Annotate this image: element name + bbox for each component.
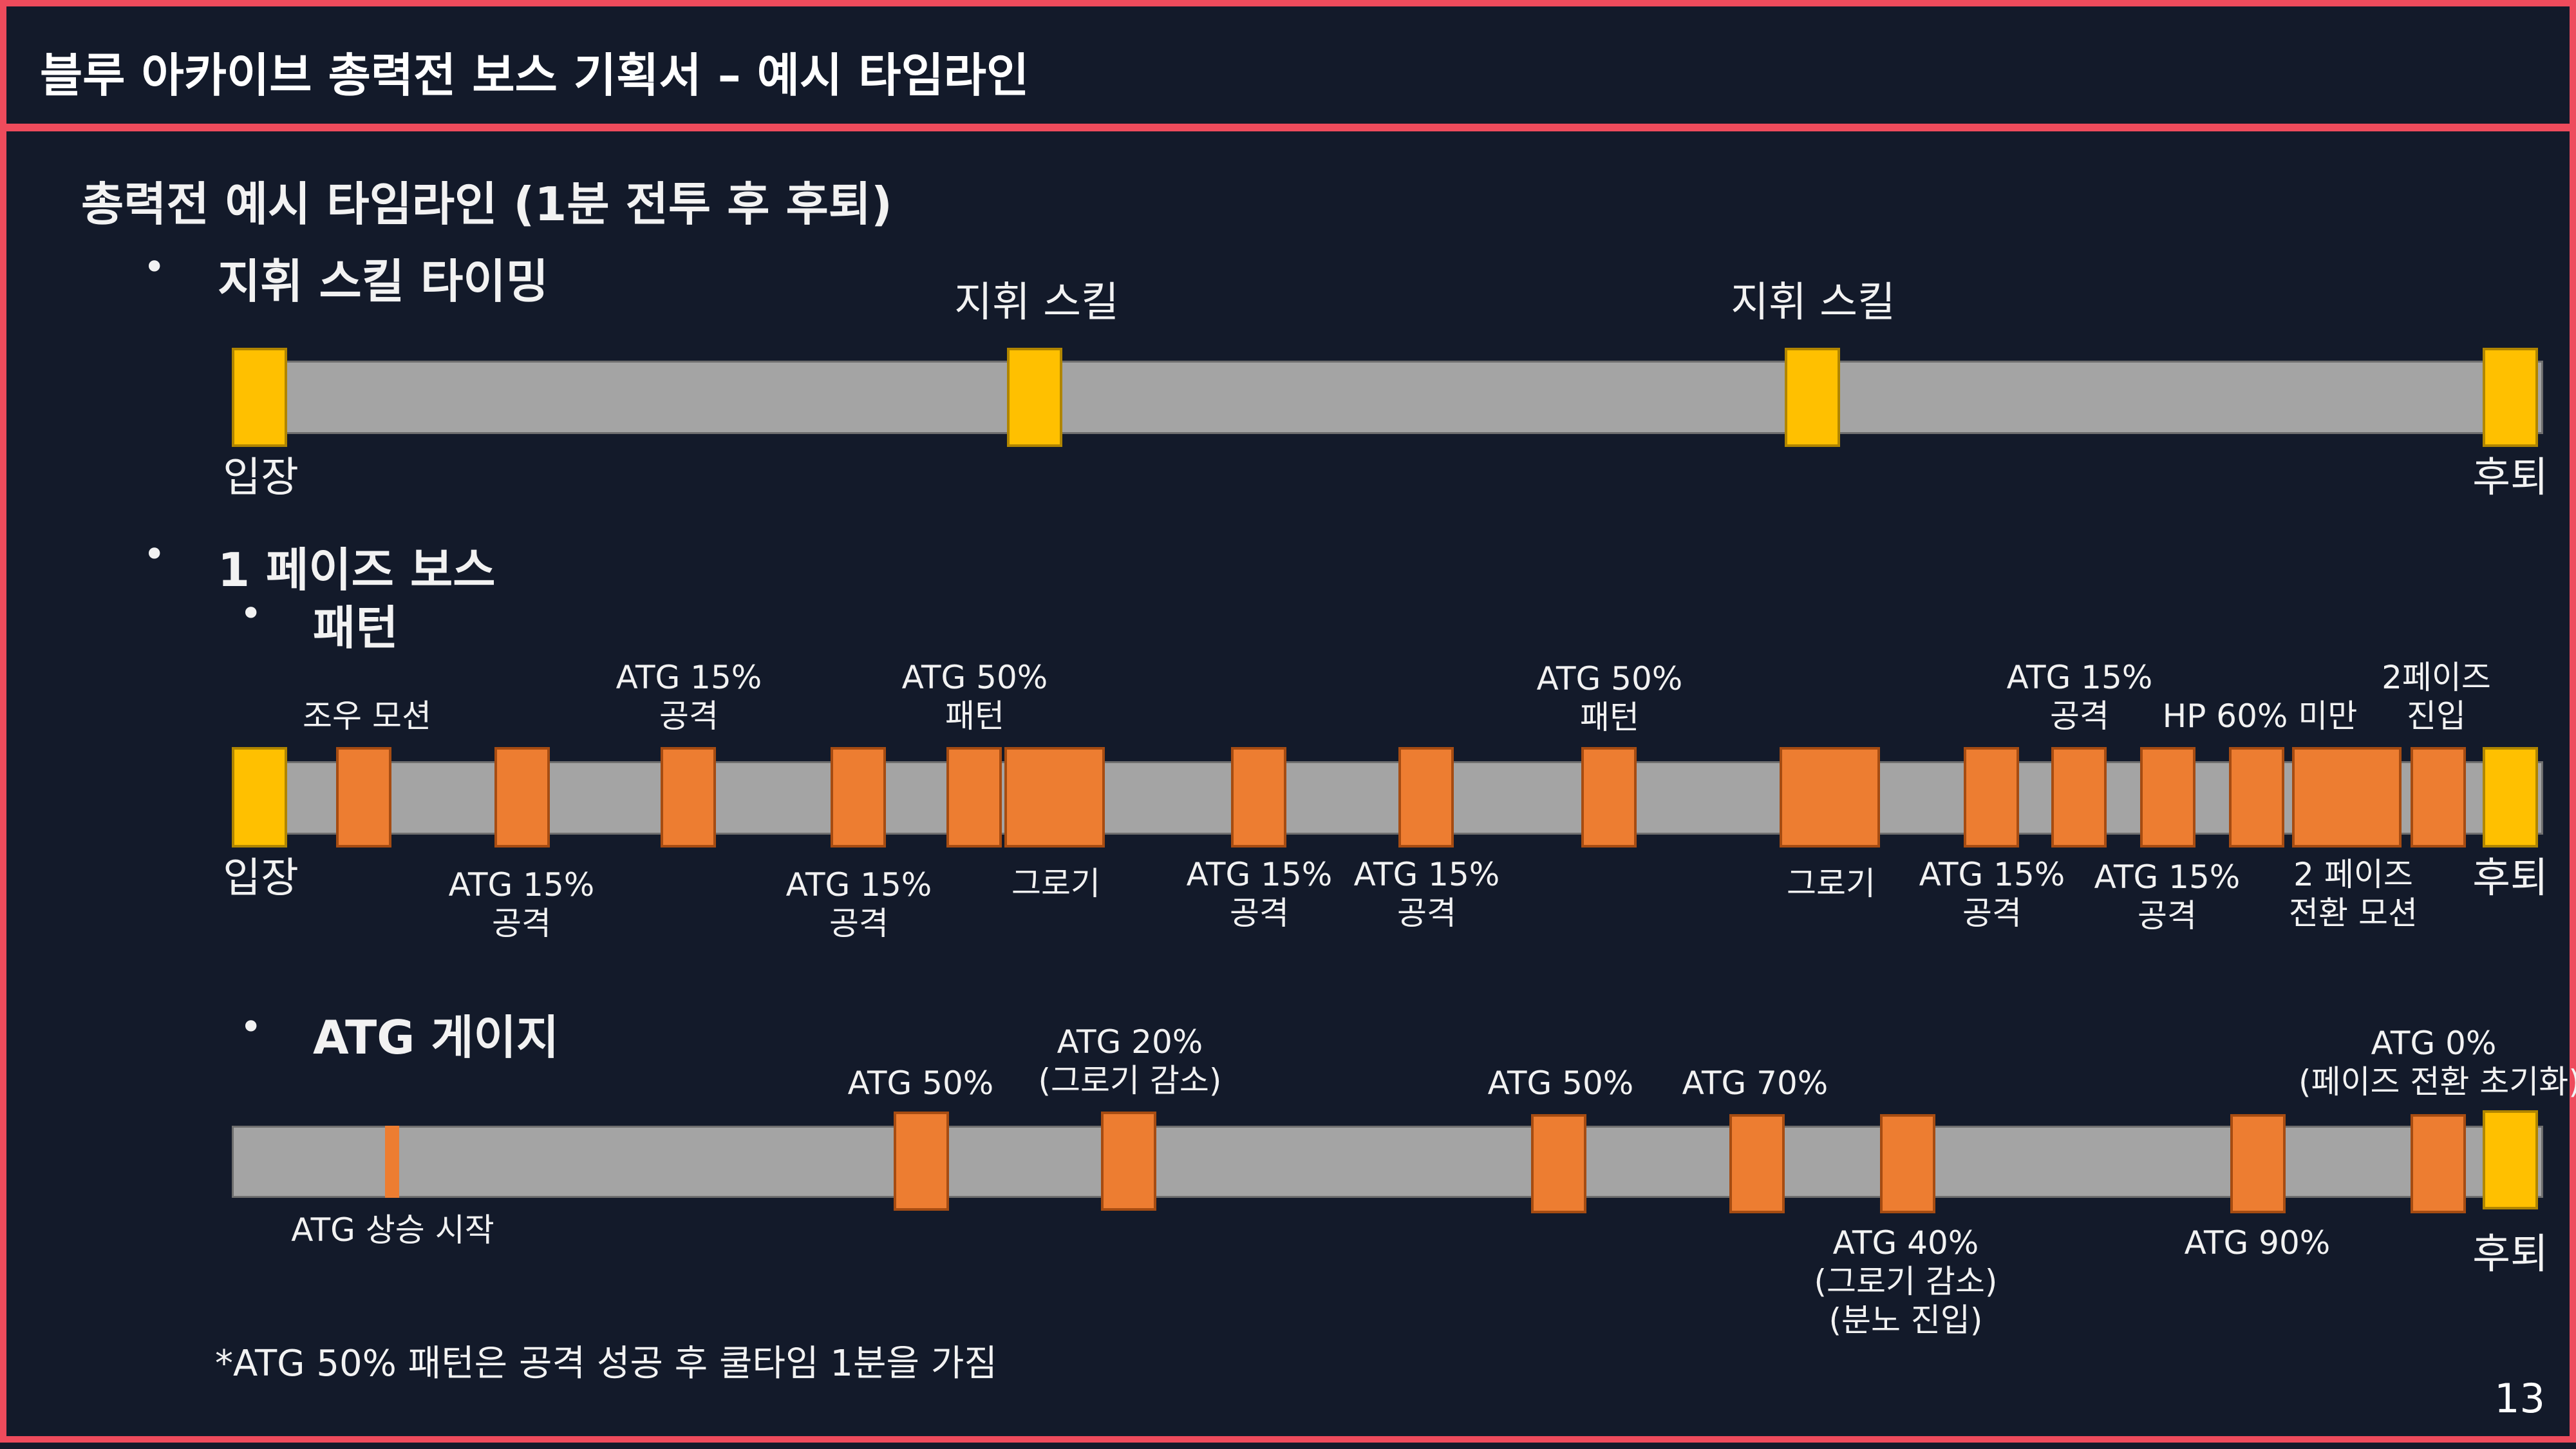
atg-label-above: ATG 50% (1487, 1065, 1634, 1102)
pattern-label-phase2: 2페이즈 진입 (2382, 659, 2491, 735)
bullet-command: • (143, 245, 166, 290)
atg-label-rise-start: ATG 상승 시작 (291, 1211, 494, 1249)
atg-label-above: ATG 70% (1682, 1065, 1829, 1102)
atg-track (232, 1126, 2543, 1198)
pattern-marker-groggy (1004, 747, 1105, 848)
page-number: 13 (2494, 1375, 2545, 1422)
pattern-label-below: ATG 15% 공격 (2094, 858, 2241, 934)
command-skill-marker-b (1785, 348, 1840, 447)
atg-label-rage: ATG 40% (그로기 감소) (분노 진입) (1814, 1224, 1998, 1339)
atg-marker (894, 1112, 949, 1211)
command-end-label: 후퇴 (2472, 454, 2548, 502)
command-track (232, 361, 2543, 434)
section-heading: 총력전 예시 타임라인 (1분 전투 후 후퇴) (81, 177, 892, 231)
pattern-marker (336, 747, 391, 848)
atg-label-reset: ATG 0% (페이즈 전환 초기화) (2299, 1025, 2576, 1101)
atg-marker (1880, 1114, 1935, 1213)
pattern-marker (661, 747, 716, 848)
pattern-end-marker (2483, 747, 2538, 848)
pattern-marker (2140, 747, 2195, 848)
atg-marker (1101, 1112, 1156, 1211)
footnote: *ATG 50% 패턴은 공격 성공 후 쿨타임 1분을 가짐 (215, 1343, 997, 1385)
atg-end-label: 후퇴 (2472, 1231, 2548, 1278)
atg-marker (1729, 1114, 1785, 1213)
pattern-label-below: ATG 15% 공격 (785, 866, 932, 942)
pattern-marker (1398, 747, 1454, 848)
pattern-label-above: ATG 50% 패턴 (901, 659, 1048, 735)
command-end-marker (2483, 348, 2538, 447)
atg-end-marker (2483, 1110, 2538, 1209)
pattern-label-above: ATG 15% 공격 (2006, 659, 2153, 735)
command-label-b: 지휘 스킬 (1731, 279, 1895, 327)
pattern-start-label: 입장 (223, 855, 299, 902)
header-divider (0, 124, 2576, 131)
pattern-label-below: ATG 15% 공격 (1919, 856, 2065, 932)
pattern-marker (831, 747, 886, 848)
pattern-label-below: ATG 15% 공격 (448, 866, 595, 942)
atg-label-above: ATG 20% (그로기 감소) (1038, 1023, 1222, 1099)
pattern-track (232, 761, 2543, 835)
pattern-marker (2411, 747, 2466, 848)
pattern-sub-title: 패턴 (313, 601, 399, 655)
command-start-label: 입장 (223, 454, 299, 502)
bullet-atg: • (240, 1005, 263, 1050)
pattern-marker-groggy (1780, 747, 1880, 848)
atg-rise-marker (385, 1126, 399, 1198)
command-label-a: 지휘 스킬 (954, 279, 1119, 327)
pattern-marker (1231, 747, 1286, 848)
pattern-label-above: ATG 15% 공격 (616, 659, 762, 735)
pattern-marker-transition (2292, 747, 2402, 848)
pattern-start-marker (232, 747, 287, 848)
atg-marker (2230, 1114, 2286, 1213)
pattern-marker (946, 747, 1002, 848)
pattern-label-below: ATG 15% 공격 (1353, 856, 1500, 932)
atg-sub-title: ATG 게이지 (313, 1010, 559, 1065)
command-start-marker (232, 348, 287, 447)
pattern-label-groggy: 그로기 (1011, 865, 1100, 902)
atg-marker (1531, 1114, 1586, 1213)
pattern-label-transition: 2 페이즈 전환 모션 (2289, 856, 2418, 932)
bullet-pattern: • (240, 591, 263, 636)
slide-title: 블루 아카이브 총력전 보스 기획서 – 예시 타임라인 (40, 48, 1029, 102)
pattern-label-hp: HP 60% 미만 (2162, 697, 2358, 735)
command-bullet-title: 지휘 스킬 타이밍 (218, 254, 549, 308)
pattern-label-encounter: 조우 모션 (303, 697, 431, 735)
atg-label-below: ATG 90% (2184, 1224, 2331, 1262)
phase-bullet-title: 1 페이즈 보스 (218, 543, 496, 597)
bullet-phase: • (143, 532, 166, 577)
pattern-marker (1581, 747, 1637, 848)
pattern-label-above: ATG 50% 패턴 (1536, 660, 1683, 736)
atg-label-above: ATG 50% (847, 1065, 994, 1102)
pattern-marker (494, 747, 550, 848)
atg-marker (2411, 1114, 2466, 1213)
command-skill-marker-a (1007, 348, 1062, 447)
pattern-marker (2229, 747, 2284, 848)
pattern-label-below: ATG 15% 공격 (1186, 856, 1333, 932)
pattern-marker (1964, 747, 2019, 848)
pattern-marker (2051, 747, 2107, 848)
pattern-label-groggy: 그로기 (1787, 865, 1876, 902)
pattern-end-label: 후퇴 (2472, 855, 2548, 902)
